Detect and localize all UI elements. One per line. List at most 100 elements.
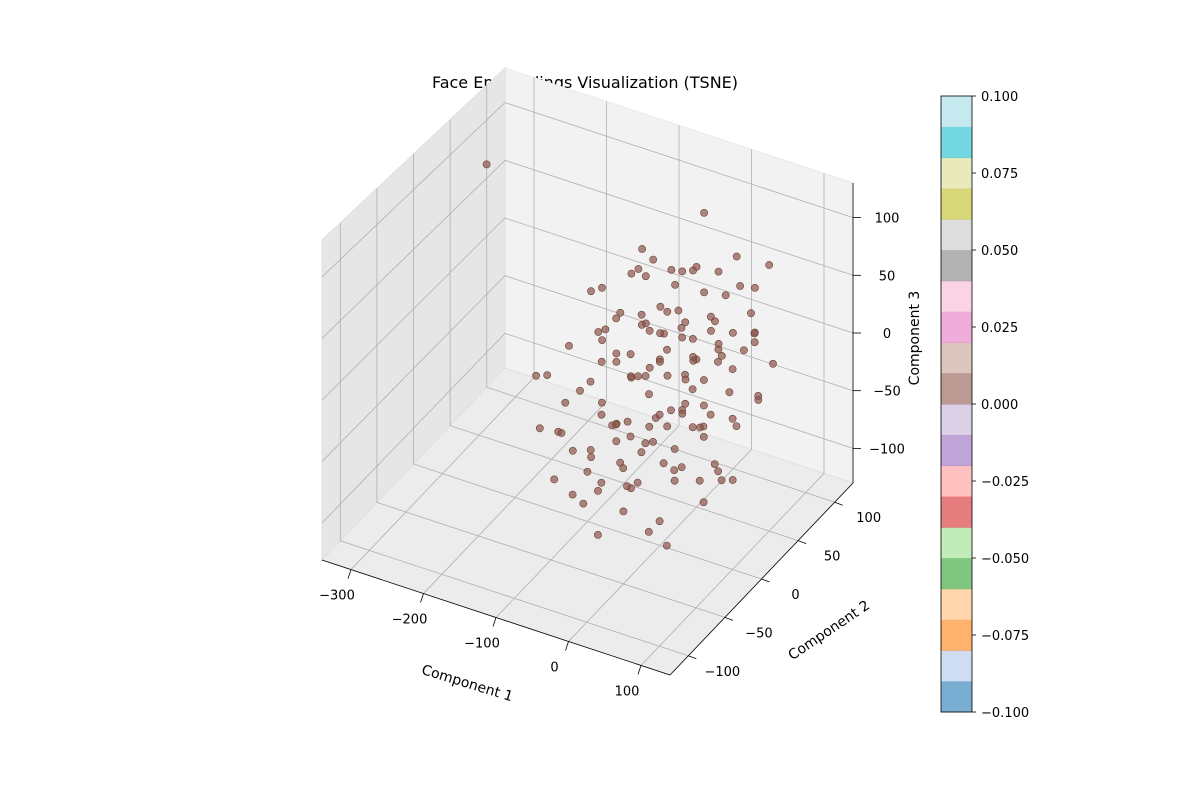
data-point (663, 422, 672, 431)
x-tick-mark (420, 593, 424, 603)
colorbar-tick-label: 0.025 (981, 321, 1018, 336)
data-point (700, 401, 708, 410)
data-point (583, 467, 592, 476)
data-point (597, 478, 606, 487)
data-point (594, 531, 602, 539)
data-point (626, 350, 635, 359)
colorbar: −0.100 −0.075 −0.050 −0.025 0.000 0.025 0.050 0… (940, 90, 1029, 721)
axes-panes (321, 66, 854, 676)
colorbar-segment (941, 311, 972, 343)
y-tick-mark (834, 501, 843, 506)
colorbar-tick-label: −0.075 (981, 629, 1029, 644)
data-point (641, 372, 650, 380)
data-point (543, 371, 552, 379)
axes-grid (321, 77, 854, 666)
data-point (736, 282, 744, 290)
data-point (769, 359, 777, 368)
data-point (565, 341, 573, 350)
colorbar-segment (941, 250, 972, 282)
z-axis-label: Component 3 (907, 291, 923, 386)
y-tick-label: −100 (704, 665, 740, 680)
data-point (729, 328, 737, 337)
x-tick-mark (637, 665, 642, 675)
z-gridline (321, 332, 854, 524)
z-tick-label: 0 (883, 327, 891, 342)
x-tick-label: −100 (464, 637, 500, 652)
data-point (681, 375, 690, 384)
data-point (568, 446, 577, 455)
data-point (644, 528, 653, 536)
data-point (714, 357, 722, 366)
x-gridline (568, 149, 752, 642)
data-point (714, 267, 723, 276)
data-point (663, 371, 672, 380)
data-point (576, 386, 584, 395)
data-point (598, 336, 606, 344)
colorbar-segment (941, 650, 972, 682)
data-point (612, 357, 621, 366)
data-point (550, 475, 559, 484)
data-point (612, 349, 621, 358)
data-point (586, 377, 595, 386)
colorbar-segment (941, 588, 972, 621)
data-point (732, 252, 741, 261)
y-gridline (413, 154, 762, 580)
y-tick-mark (688, 655, 697, 660)
data-point (637, 310, 646, 319)
data-point (689, 334, 697, 343)
data-point (587, 453, 595, 461)
colorbar-tick-label: −0.025 (981, 475, 1029, 490)
chart-title: Face Embeddings Visualization (TSNE) (432, 73, 738, 92)
data-point (623, 417, 632, 426)
data-point (706, 410, 715, 419)
data-point (671, 280, 679, 289)
data-point (717, 476, 726, 485)
x-tick-label: −200 (392, 613, 428, 628)
data-point (645, 390, 653, 399)
colorbar-segment (941, 126, 972, 159)
data-point (579, 499, 588, 508)
data-point (681, 318, 690, 327)
data-point (670, 445, 679, 453)
data-point (688, 385, 697, 394)
colorbar-segment (941, 96, 972, 128)
data-point (594, 486, 602, 495)
data-point (655, 410, 664, 419)
y-axis-label: Component 2 (786, 598, 873, 664)
data-point (594, 328, 603, 336)
colorbar-segment (941, 188, 972, 220)
data-point (656, 302, 665, 311)
z-gridline (321, 217, 854, 401)
y-gridline (376, 188, 726, 618)
data-point (626, 432, 635, 441)
data-point (645, 422, 654, 431)
data-point (677, 463, 686, 471)
data-point (641, 319, 650, 328)
data-point (681, 399, 690, 408)
x-tick-label: 100 (615, 684, 640, 699)
data-point (532, 371, 540, 380)
data-point (700, 288, 708, 297)
data-point (645, 326, 654, 335)
y-tick-label: 100 (856, 511, 881, 526)
data-point (710, 460, 719, 468)
colorbar-segment (941, 465, 972, 497)
data-point (728, 476, 737, 484)
x-tick-mark (347, 569, 352, 579)
data-point (612, 420, 620, 429)
data-point (711, 317, 719, 326)
data-point (633, 478, 642, 487)
colorbar-segment (941, 619, 972, 651)
z-gridline (321, 102, 854, 278)
data-point (627, 269, 636, 278)
y-gridline (449, 119, 799, 541)
z-tick-label: 50 (879, 269, 896, 284)
data-point (598, 398, 606, 407)
colorbar-tick-label: −0.100 (981, 706, 1029, 721)
data-point (641, 439, 650, 448)
x-tick-mark (565, 641, 569, 651)
colorbar-segment (941, 527, 972, 559)
data-point (747, 309, 755, 318)
x-tick-mark (492, 617, 497, 627)
data-point (674, 306, 683, 315)
